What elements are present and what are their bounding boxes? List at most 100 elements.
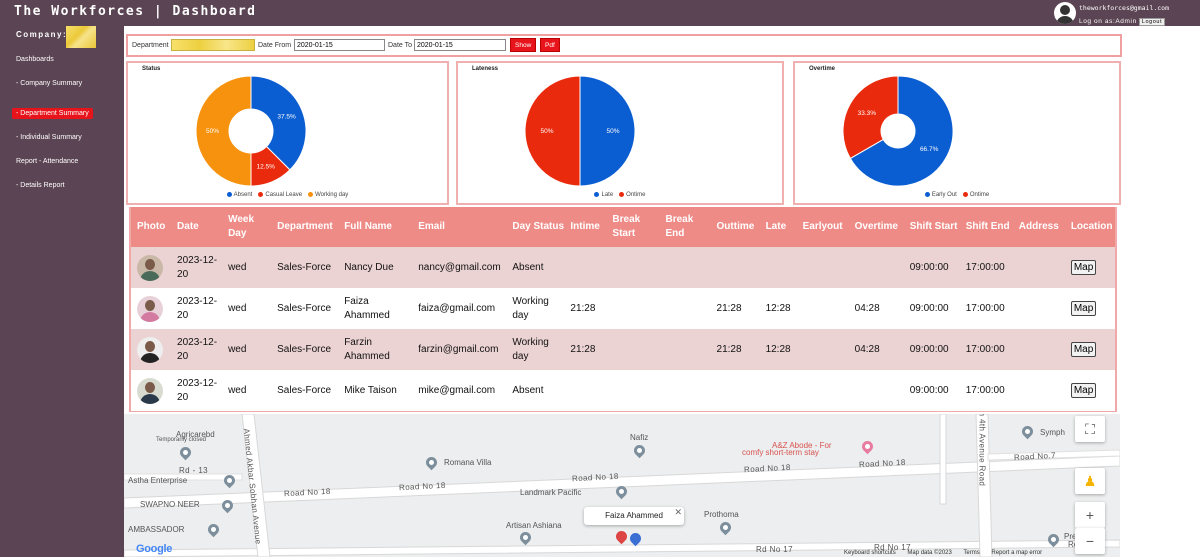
terms-link[interactable]: Terms	[963, 550, 980, 556]
filter-bar: Department Date From Date To Show Pdf	[126, 34, 1122, 57]
legend-item[interactable]: Late	[594, 192, 613, 198]
pie-slice-late[interactable]	[579, 75, 636, 187]
pdf-button[interactable]: Pdf	[540, 38, 560, 52]
keyboard-shortcuts-link[interactable]: Keyboard shortcuts	[844, 550, 896, 556]
legend-item[interactable]: Absent	[226, 192, 253, 199]
legend-label: Late	[601, 192, 614, 199]
map-button[interactable]: Map	[1070, 342, 1097, 357]
photo-cell	[131, 329, 171, 370]
date-from-input[interactable]	[294, 39, 385, 51]
legend-item[interactable]: Ontime	[619, 192, 646, 199]
sidebar-item-individual-summary[interactable]: - Individual Summary	[16, 134, 82, 141]
login-text: Log on as:Admin	[1079, 18, 1137, 25]
column-header: Full Name	[344, 221, 392, 232]
road-label: Rd No 17	[874, 543, 911, 552]
cell-email: nancy@gmail.com	[418, 261, 501, 273]
legend-label: Absent	[233, 192, 253, 199]
popup-name: Faiza Ahammed	[605, 511, 663, 520]
table-row: 2023-12-20 wed Sales-Force Faiza Ahammed fai…	[131, 288, 1115, 329]
slice-data-label: 12.5%	[257, 164, 276, 171]
column-header: Break Start	[612, 214, 641, 239]
show-button[interactable]: Show	[510, 38, 537, 52]
user-avatar-icon[interactable]	[1054, 2, 1076, 24]
legend-item[interactable]: Ontime	[962, 192, 989, 198]
pie-slice-ontime[interactable]	[842, 75, 899, 160]
cell-shift-start: 09:00:00	[909, 261, 949, 273]
map-button[interactable]: Map	[1070, 301, 1097, 316]
cell-address	[1013, 247, 1065, 288]
cell-shift-start: 09:00:00	[909, 343, 949, 355]
attendance-table: Photo Date Week Day Department Full Name Emai…	[129, 207, 1117, 412]
logout-button[interactable]: Logout	[1138, 18, 1166, 26]
column-header: Shift Start	[909, 221, 958, 232]
column-header: Location	[1070, 221, 1113, 232]
close-icon[interactable]: ✕	[674, 507, 682, 517]
street-view-icon[interactable]: ♟	[1075, 468, 1105, 494]
cell-late: 12:28	[765, 343, 791, 355]
place-label: Temporarily closed	[156, 437, 207, 443]
report-map-error-link[interactable]: Report a map error	[991, 550, 1043, 556]
fullscreen-icon[interactable]: ⛶	[1075, 416, 1105, 442]
company-label: Company:	[16, 30, 68, 39]
legend-label: Ontime	[626, 192, 646, 199]
place-label: SWAPNO NEER	[140, 500, 200, 509]
department-select[interactable]	[171, 39, 255, 51]
legend-item[interactable]: Early Out	[924, 192, 957, 198]
cell-shift-end: 17:00:00	[965, 384, 1005, 396]
pie-slice-ontime[interactable]	[524, 75, 581, 187]
chart-legend: Late Ontime	[458, 192, 782, 198]
sidebar-item-report-attendance[interactable]: Report - Attendance	[16, 158, 79, 165]
location-cell: Map	[1065, 247, 1115, 288]
zoom-out-button[interactable]: −	[1075, 528, 1105, 554]
cell-week-day: wed	[228, 261, 247, 273]
pie-svg: 66.7% 33.3%	[842, 75, 954, 187]
place-label: Romana Villa	[444, 458, 492, 467]
cell-break-end	[659, 247, 710, 288]
chart-legend: Early Out Ontime	[795, 192, 1119, 198]
map-button[interactable]: Map	[1070, 260, 1097, 275]
date-from-label: Date From	[258, 42, 292, 49]
sidebar-item-dashboards[interactable]: Dashboards	[16, 56, 54, 63]
sidebar-item-details-report[interactable]: - Details Report	[16, 182, 65, 189]
column-header: Overtime	[854, 221, 898, 232]
place-label: Agricarebd	[176, 430, 215, 439]
chart-legend: Absent Casual Leave Working day	[128, 192, 447, 198]
place-label: Astha Enterprise	[128, 476, 188, 485]
pie-slice-absent[interactable]	[250, 75, 307, 171]
cell-late	[760, 247, 797, 288]
cell-earlyout	[797, 247, 849, 288]
date-to-input[interactable]	[414, 39, 506, 51]
cell-earlyout	[797, 288, 849, 329]
cell-overtime	[849, 370, 904, 411]
chart-status: Status 37.5% 12.5% 50% Absent Casual Leave W…	[126, 61, 449, 205]
pie-slice-working-day[interactable]	[195, 75, 252, 187]
cell-address	[1013, 288, 1065, 329]
road-label: an 4th Avenue Road	[977, 414, 987, 487]
cell-email: faiza@gmail.com	[418, 302, 496, 314]
legend-label: Casual Leave	[265, 192, 303, 199]
photo-cell	[131, 247, 171, 288]
slice-data-label: 66.7%	[920, 146, 939, 153]
cell-intime	[564, 247, 606, 288]
table-header-row: Photo Date Week Day Department Full Name Emai…	[131, 207, 1115, 247]
map-data-text: Map data ©2023	[907, 550, 952, 556]
cell-break-end	[659, 329, 710, 370]
map-view[interactable]: Rd - 13 Road No 18 Road No 18 Road No 18…	[124, 414, 1120, 557]
chart-overtime: Overtime 66.7% 33.3% Early Out Ontime	[793, 61, 1121, 205]
pie-svg: 37.5% 12.5% 50%	[195, 75, 307, 187]
legend-item[interactable]: Casual Leave	[258, 192, 302, 198]
cell-intime: 21:28	[570, 343, 596, 355]
cell-overtime: 04:28	[854, 302, 880, 314]
cell-date: 2023-12-20	[177, 377, 218, 403]
cell-week-day: wed	[228, 302, 247, 314]
cell-address	[1013, 370, 1065, 411]
table-row: 2023-12-20 wed Sales-Force Mike Taison mike@…	[131, 370, 1115, 411]
employee-photo	[137, 295, 163, 322]
pie-slice-early-out[interactable]	[849, 75, 954, 187]
sidebar-item-department-summary[interactable]: - Department Summary	[12, 108, 93, 119]
slice-data-label: 37.5%	[277, 113, 296, 120]
sidebar-item-company-summary[interactable]: - Company Summary	[16, 80, 83, 87]
legend-item[interactable]: Working day	[308, 192, 348, 198]
map-button[interactable]: Map	[1070, 383, 1097, 398]
zoom-in-button[interactable]: +	[1075, 502, 1105, 528]
